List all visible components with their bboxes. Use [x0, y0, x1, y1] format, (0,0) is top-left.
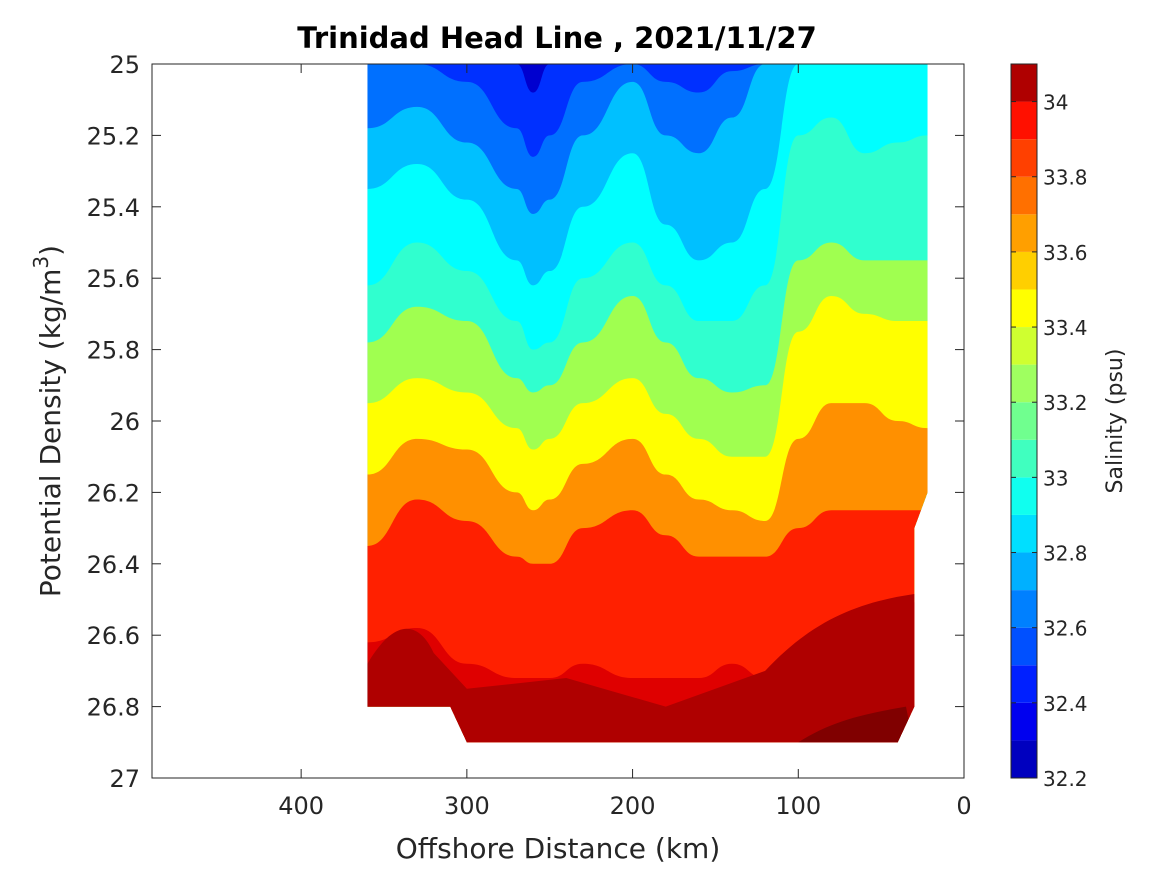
x-tick-label: 0: [956, 792, 971, 820]
colorbar-block: [1011, 214, 1037, 252]
colorbar-blocks: [1011, 64, 1037, 778]
x-tick-label: 100: [775, 792, 821, 820]
x-axis-ticks: 400 300 200 100 0: [278, 64, 972, 820]
colorbar-block: [1011, 702, 1037, 741]
y-axis-title-close: ): [34, 245, 67, 256]
colorbar-tick-label: 32.8: [1043, 542, 1088, 566]
y-tick-label: 25: [109, 51, 140, 79]
y-axis-ticks: 25 25.2 25.4 25.6 25.8 26 26.2 26.4 26.6 26.8 27: [87, 51, 964, 793]
plot-area: 400 300 200 100 0 25 25.2 25.4 25.6 25.8 26 26.2 26…: [87, 51, 972, 820]
x-tick-label: 300: [444, 792, 490, 820]
y-tick-label: 26.4: [87, 551, 140, 579]
colorbar-tick-label: 32.6: [1043, 617, 1088, 641]
y-tick-label: 26: [109, 408, 140, 436]
contour-band-deepest: [798, 706, 915, 743]
colorbar-block: [1011, 251, 1037, 290]
colorbar-tick-label: 33.4: [1043, 316, 1088, 340]
colorbar-block-top: [1011, 64, 1037, 102]
colorbar-block: [1011, 740, 1037, 778]
x-tick-label: 400: [278, 792, 324, 820]
x-axis-title: Offshore Distance (km): [396, 832, 721, 865]
colorbar-block: [1011, 176, 1037, 215]
colorbar-block: [1011, 590, 1037, 628]
y-tick-label: 25.2: [87, 122, 140, 150]
colorbar-block: [1011, 514, 1037, 553]
chart-title: Trinidad Head Line , 2021/11/27: [297, 21, 817, 55]
contour-band-bottom: [367, 592, 928, 743]
colorbar-block: [1011, 665, 1037, 703]
x-tick-label: 200: [610, 792, 656, 820]
colorbar-tick-label: 33: [1043, 466, 1068, 490]
colorbar-ticks: 32.2 32.4 32.6 32.8 33 33.2 33.4 33.6 33.8 34: [1011, 91, 1088, 791]
colorbar-block: [1011, 101, 1037, 140]
colorbar-block: [1011, 439, 1037, 478]
colorbar-tick-label: 34: [1043, 91, 1068, 115]
y-axis-title: Potential Density (kg/m3): [29, 245, 67, 597]
colorbar-block: [1011, 364, 1037, 403]
y-tick-label: 26.6: [87, 622, 140, 650]
colorbar-block: [1011, 289, 1037, 328]
colorbar-title: Salinity (psu): [1103, 349, 1128, 494]
colorbar-block: [1011, 139, 1037, 177]
y-tick-label: 25.8: [87, 337, 140, 365]
y-tick-label: 27: [109, 765, 140, 793]
colorbar-block: [1011, 477, 1037, 515]
y-tick-label: 26.8: [87, 694, 140, 722]
y-axis-title-main: Potential Density (kg/m: [34, 269, 67, 598]
colorbar-tick-label: 32.4: [1043, 692, 1088, 716]
y-tick-label: 25.6: [87, 265, 140, 293]
colorbar-block: [1011, 627, 1037, 666]
colorbar-block: [1011, 402, 1037, 440]
colorbar-tick-label: 33.2: [1043, 391, 1088, 415]
colorbar-tick-label: 33.8: [1043, 166, 1088, 190]
y-axis-title-superscript: 3: [29, 256, 53, 269]
colorbar-frame: [1010, 63, 1038, 779]
colorbar-tick-label: 33.6: [1043, 241, 1088, 265]
y-tick-label: 25.4: [87, 194, 140, 222]
colorbar-tick-label: 32.2: [1043, 767, 1088, 791]
y-tick-label: 26.2: [87, 479, 140, 507]
colorbar-block: [1011, 327, 1037, 365]
colorbar: 32.2 32.4 32.6 32.8 33 33.2 33.4 33.6 33.8 34 Sal…: [1010, 63, 1128, 791]
colorbar-block: [1011, 552, 1037, 591]
contour-fill-layers: [367, 64, 928, 743]
